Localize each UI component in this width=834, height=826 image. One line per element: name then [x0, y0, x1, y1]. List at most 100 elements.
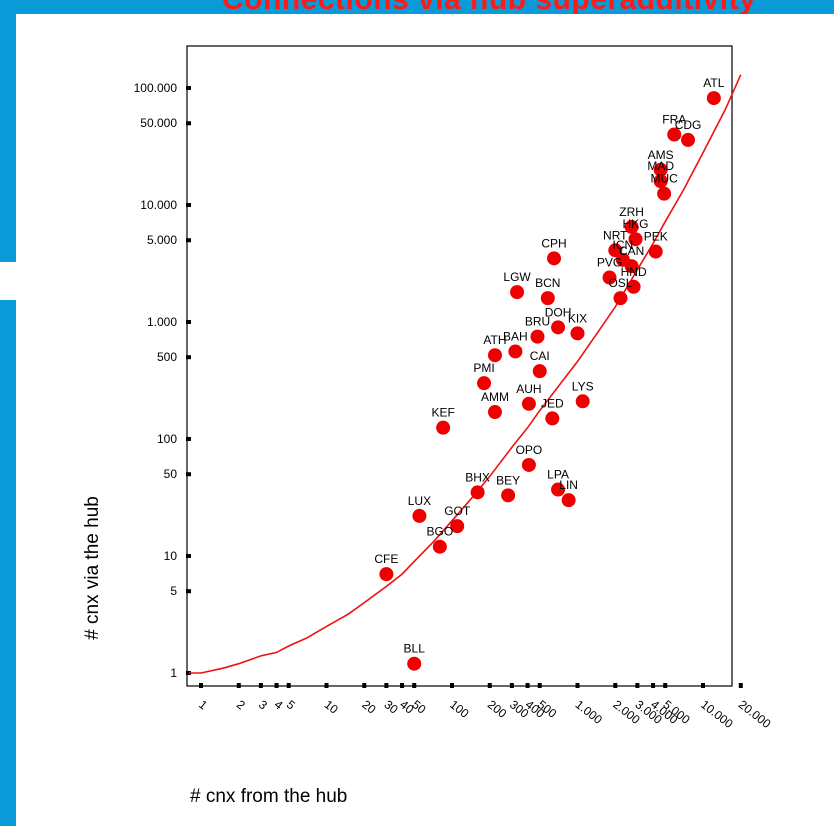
point-label-doh: DOH [545, 305, 572, 319]
data-point-doh [551, 320, 566, 335]
data-point-jed [545, 411, 560, 426]
y-tick-mark [186, 671, 191, 675]
y-tick-label: 5 [170, 584, 177, 598]
y-tick-mark [186, 86, 191, 90]
point-label-opo: OPO [516, 443, 543, 457]
point-label-pmi: PMI [473, 361, 494, 375]
x-tick-mark [286, 683, 291, 688]
data-point-cfe [379, 567, 394, 582]
y-tick-label: 10 [164, 549, 178, 563]
y-tick-mark [186, 472, 191, 477]
data-point-mad [653, 174, 668, 189]
point-label-cdg: CDG [675, 118, 702, 132]
point-label-hkg: HKG [623, 217, 649, 231]
point-label-cph: CPH [541, 236, 566, 250]
y-tick-mark [186, 437, 191, 441]
data-point-lin [561, 493, 576, 508]
data-point-cai [532, 364, 547, 379]
point-label-bru: BRU [525, 315, 550, 329]
data-point-amm [487, 405, 502, 420]
y-tick-mark [186, 203, 191, 207]
point-label-muc: MUC [650, 172, 678, 186]
y-tick-label: 50 [164, 467, 178, 481]
point-label-zrh: ZRH [619, 205, 644, 219]
point-label-cfe: CFE [374, 552, 398, 566]
data-point-cdg [681, 132, 696, 147]
x-tick-mark [236, 683, 241, 688]
point-label-bll: BLL [404, 642, 426, 656]
x-tick-mark [274, 683, 279, 688]
x-tick-mark [324, 683, 329, 688]
x-tick-mark [525, 683, 530, 688]
point-label-icn: ICN [613, 238, 634, 252]
x-tick-mark [575, 683, 580, 688]
point-label-lgw: LGW [503, 270, 531, 284]
x-tick-mark [663, 683, 668, 688]
x-tick-label: 50 [409, 697, 428, 716]
point-label-ath: ATH [483, 333, 506, 347]
x-tick-label: 1.000 [573, 697, 606, 727]
point-label-auh: AUH [516, 382, 541, 396]
point-label-osl: OSL [608, 276, 632, 290]
y-tick-mark [186, 320, 191, 324]
left-accent-gap [0, 262, 16, 300]
data-point-lux [412, 508, 427, 523]
data-point-got [450, 519, 465, 534]
point-label-can: CAN [619, 244, 644, 258]
data-point-ams [653, 162, 668, 177]
x-tick-mark [412, 683, 417, 688]
data-point-bll [407, 656, 422, 671]
data-point-hnd [626, 279, 641, 294]
data-point-fra [667, 127, 682, 142]
y-tick-label: 5.000 [147, 233, 177, 247]
x-tick-mark [362, 683, 367, 688]
data-point-lys [575, 394, 590, 409]
x-tick-mark [487, 683, 492, 688]
point-label-atl: ATL [703, 76, 724, 90]
data-point-osl [613, 291, 628, 306]
point-label-kef: KEF [431, 406, 454, 420]
x-tick-label: 1 [196, 697, 210, 712]
y-tick-mark [186, 355, 191, 360]
point-label-kix: KIX [568, 311, 587, 325]
point-label-hnd: HND [621, 265, 647, 279]
point-label-cai: CAI [530, 349, 550, 363]
point-label-pek: PEK [644, 230, 668, 244]
x-tick-mark [384, 683, 389, 688]
left-accent-bar [0, 0, 16, 826]
slide-title: Connections via hub superadditivity [222, 0, 756, 14]
y-tick-mark [186, 121, 191, 126]
data-point-pek [648, 244, 663, 259]
x-tick-label: 100 [447, 697, 472, 721]
y-tick-label: 10.000 [140, 198, 177, 212]
point-label-bey: BEY [496, 473, 520, 487]
title-band: Connections via hub superadditivity [0, 0, 834, 14]
x-tick-mark [651, 683, 656, 688]
point-label-lux: LUX [408, 494, 431, 508]
x-tick-label: 5 [284, 697, 298, 712]
y-tick-mark [186, 554, 191, 558]
x-tick-mark [701, 683, 705, 688]
point-label-bhx: BHX [465, 470, 490, 484]
x-tick-mark [738, 683, 743, 688]
y-axis: 1 5 10 50 100 500 1.000 5.000 10.000 50.000 100.00… [134, 81, 191, 680]
x-tick-label: 20 [359, 697, 378, 716]
data-point-bru [530, 329, 545, 344]
point-label-lpa: LPA [547, 468, 569, 482]
point-label-ams: AMS [648, 148, 674, 162]
data-point-can [624, 259, 639, 274]
point-label-jed: JED [541, 396, 564, 410]
point-label-lys: LYS [572, 379, 594, 393]
data-point-bhx [470, 485, 485, 500]
y-tick-mark [186, 238, 191, 243]
data-point-opo [521, 457, 536, 472]
data-point-bcn [540, 291, 555, 306]
point-label-got: GOT [444, 504, 471, 518]
data-point-pvg [602, 270, 617, 285]
x-tick-label: 20.000 [736, 697, 774, 731]
data-point-bgo [432, 539, 447, 554]
data-point-auh [521, 396, 536, 411]
x-tick-mark [537, 683, 542, 688]
y-tick-mark [186, 589, 191, 594]
